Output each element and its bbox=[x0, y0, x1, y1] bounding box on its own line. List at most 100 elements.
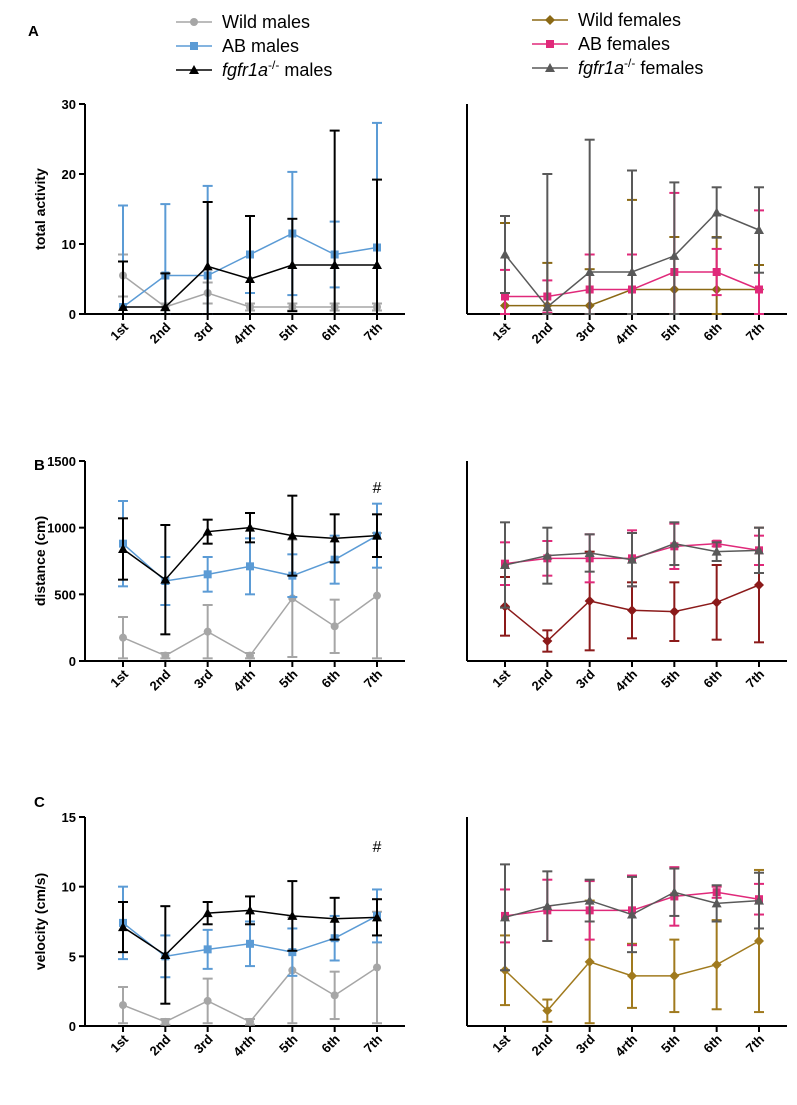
data-point-1st bbox=[119, 1001, 127, 1010]
y-tick-label: 15 bbox=[62, 810, 76, 825]
chart-c-left: 0 5 10 15 velocity (cm/s) 1st 2nd 3rd 4rth 5th 6th… bbox=[32, 810, 405, 1059]
panel-letter-b: B bbox=[34, 457, 45, 474]
data-point-7th bbox=[754, 225, 764, 234]
data-point-4rth bbox=[627, 554, 637, 564]
series-fgfr1a-males bbox=[118, 880, 382, 1005]
y-tick-label: 20 bbox=[62, 167, 76, 182]
data-point-6th bbox=[329, 533, 340, 543]
data-point-3rd bbox=[584, 596, 595, 606]
data-point-3rd bbox=[584, 895, 595, 905]
x-tick-label-6th: 6th bbox=[318, 1031, 342, 1055]
x-tick-label-1st: 1st bbox=[489, 1031, 513, 1055]
data-point-3rd bbox=[203, 570, 212, 579]
x-tick-label-6th: 6th bbox=[318, 319, 342, 343]
significance-marker: # bbox=[373, 839, 382, 856]
data-point-3rd bbox=[202, 261, 213, 271]
data-point-6th bbox=[711, 546, 722, 556]
legend-marker bbox=[545, 63, 555, 72]
data-point-7th bbox=[754, 580, 764, 590]
data-point-4rth bbox=[246, 562, 254, 571]
legend-label: Wild males bbox=[222, 12, 310, 32]
x-tick-label-5th: 5th bbox=[276, 666, 300, 690]
x-tick-label-6th: 6th bbox=[318, 666, 342, 690]
data-point-6th bbox=[712, 268, 721, 276]
y-tick-label: 10 bbox=[62, 237, 76, 252]
charts: 0 10 20 30 total activity 1st 2nd 3rd 4rth 5th 6th… bbox=[32, 97, 787, 1059]
chart-a-left: 0 10 20 30 total activity 1st 2nd 3rd 4rth 5th 6th… bbox=[32, 97, 405, 347]
legend-item-0: Wild females bbox=[532, 10, 681, 30]
data-point-3rd bbox=[584, 548, 595, 557]
legend-item-0: Wild males bbox=[176, 12, 310, 32]
data-point-5th bbox=[287, 260, 298, 269]
data-point-3rd bbox=[203, 996, 212, 1005]
series-fgfr1a-females bbox=[500, 138, 764, 315]
x-tick-label-5th: 5th bbox=[658, 1031, 682, 1055]
significance-marker: # bbox=[373, 480, 382, 497]
data-point-1st bbox=[500, 249, 510, 259]
x-tick-label-2nd: 2nd bbox=[146, 319, 173, 346]
x-tick-label-3rd: 3rd bbox=[191, 319, 216, 344]
y-tick-label: 0 bbox=[69, 1019, 76, 1034]
data-point-5th bbox=[669, 250, 680, 260]
chart-c-right: 1st 2nd 3rd 4rth 5th 6th 7th bbox=[466, 817, 787, 1059]
data-point-7th bbox=[755, 285, 763, 294]
y-tick-label: 5 bbox=[69, 949, 76, 964]
data-point-7th bbox=[754, 545, 764, 555]
data-point-1st bbox=[118, 922, 128, 932]
data-point-7th bbox=[372, 912, 382, 922]
data-point-6th bbox=[711, 597, 722, 608]
x-tick-label-7th: 7th bbox=[361, 666, 385, 690]
data-point-5th bbox=[669, 606, 680, 617]
x-tick-label-4rth: 4rth bbox=[612, 319, 640, 347]
data-point-2nd bbox=[542, 550, 553, 560]
data-point-1st bbox=[500, 560, 510, 569]
x-tick-label-1st: 1st bbox=[107, 666, 131, 690]
x-tick-label-1st: 1st bbox=[489, 319, 513, 343]
data-point-4rth bbox=[246, 651, 254, 660]
x-tick-label-3rd: 3rd bbox=[191, 1031, 216, 1056]
data-point-4rth bbox=[246, 939, 254, 948]
legend-label: AB males bbox=[222, 36, 299, 56]
data-point-1st bbox=[501, 292, 509, 301]
data-point-5th bbox=[669, 887, 680, 897]
chart-b-left: 0 500 1000 1500 distance (cm) 1st 2nd 3rd 4rth 5t… bbox=[32, 454, 405, 694]
data-point-7th bbox=[373, 963, 381, 972]
legend-marker bbox=[189, 65, 199, 74]
x-tick-label-4rth: 4rth bbox=[230, 1031, 258, 1059]
data-point-3rd bbox=[203, 627, 212, 636]
data-point-5th bbox=[288, 948, 297, 957]
y-tick-label: 500 bbox=[54, 587, 76, 602]
data-point-2nd bbox=[161, 651, 170, 660]
x-tick-label-6th: 6th bbox=[700, 666, 724, 690]
data-point-1st bbox=[118, 302, 128, 311]
series-fgfr1a-females bbox=[500, 521, 764, 609]
data-point-4rth bbox=[627, 970, 637, 981]
x-tick-label-5th: 5th bbox=[658, 319, 682, 343]
data-point-3rd bbox=[584, 267, 595, 276]
legend-item-1: AB females bbox=[532, 34, 670, 54]
data-point-4rth bbox=[245, 905, 255, 915]
legend-label: Wild females bbox=[578, 10, 681, 30]
data-point-7th bbox=[372, 260, 382, 269]
x-tick-label-7th: 7th bbox=[361, 319, 385, 343]
x-tick-label-1st: 1st bbox=[107, 1031, 131, 1055]
data-point-7th bbox=[373, 591, 381, 600]
data-point-7th bbox=[372, 530, 382, 540]
x-tick-label-2nd: 2nd bbox=[528, 319, 555, 346]
legend-label: AB females bbox=[578, 34, 670, 54]
data-point-2nd bbox=[542, 901, 553, 911]
series-fgfr1a-males bbox=[118, 129, 382, 315]
y-tick-label: 10 bbox=[62, 880, 76, 895]
y-tick-label: 1000 bbox=[47, 521, 76, 536]
legend-marker bbox=[545, 15, 555, 25]
x-tick-label-3rd: 3rd bbox=[573, 666, 598, 691]
x-tick-label-3rd: 3rd bbox=[191, 666, 216, 691]
data-point-7th bbox=[754, 895, 764, 905]
data-point-1st bbox=[500, 912, 510, 922]
y-axis-label: distance (cm) bbox=[32, 516, 48, 606]
data-point-4rth bbox=[627, 605, 637, 616]
data-point-2nd bbox=[542, 636, 553, 646]
data-point-6th bbox=[329, 913, 340, 923]
x-tick-label-4rth: 4rth bbox=[230, 666, 258, 694]
